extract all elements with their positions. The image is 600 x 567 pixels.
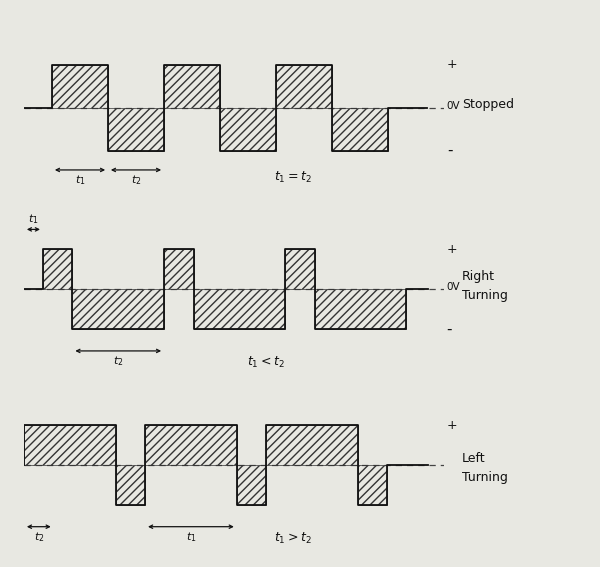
Text: $t_2$: $t_2$ [34,530,44,544]
Text: 0V: 0V [447,100,460,111]
Text: +: + [446,418,457,431]
Text: $t_1 > t_2$: $t_1 > t_2$ [274,531,312,546]
Text: $t_1$: $t_1$ [185,530,196,544]
Text: -: - [447,143,452,158]
Text: $t_2$: $t_2$ [113,354,124,368]
Text: 0V: 0V [446,282,460,292]
Text: Right
Turning: Right Turning [462,270,508,302]
Text: $t_2$: $t_2$ [131,174,141,187]
Text: Stopped: Stopped [462,99,514,111]
Text: +: + [447,58,457,71]
Text: -: - [446,321,452,336]
Text: $t_1 = t_2$: $t_1 = t_2$ [274,170,311,185]
Text: Left
Turning: Left Turning [462,452,508,484]
Text: $t_1$: $t_1$ [75,174,85,187]
Text: $t_1$: $t_1$ [28,213,39,226]
Text: +: + [446,243,457,256]
Text: $t_1 < t_2$: $t_1 < t_2$ [247,355,285,370]
